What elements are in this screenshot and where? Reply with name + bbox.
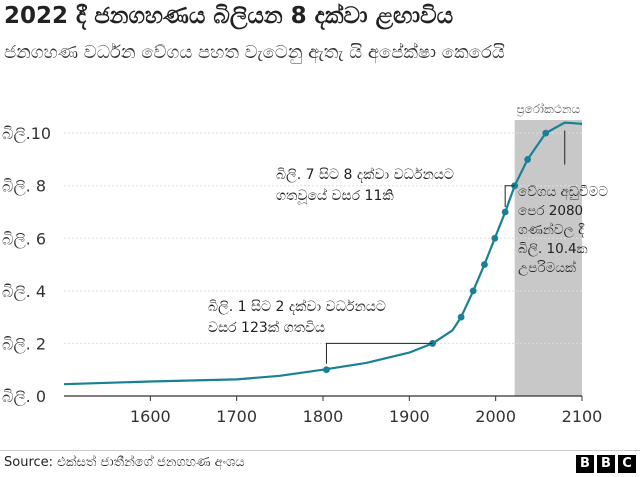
projection-band bbox=[514, 120, 582, 396]
x-tick-label-5: 2100 bbox=[562, 407, 603, 426]
annotation-1-line-0: බිලි. 1 සිට 2 දක්වා වර්ධනයට bbox=[208, 299, 386, 315]
source-note: Source: එක්සත් ජාතීන්ගේ ජනගහණ අංශය bbox=[4, 455, 245, 470]
milestone-point-0 bbox=[323, 366, 330, 374]
chart-subtitle: ජනගහණ වර්ධන වේගය පහත වැටෙනු ඇතැ යි අපේක්… bbox=[4, 42, 505, 63]
y-tick-label-2: බිලි. 4 bbox=[2, 282, 46, 302]
milestone-point-6 bbox=[501, 208, 509, 216]
y-tick-label-3: බිලි. 6 bbox=[2, 229, 46, 249]
milestone-point-3 bbox=[469, 287, 477, 295]
chart-title: 2022 දී ජනගහණය බිලියන 8 දක්වා ළඟාවිය bbox=[4, 3, 454, 29]
annotation-3-line-2: ගණන්වල දී bbox=[518, 222, 585, 238]
annotation-1-bracket bbox=[325, 342, 433, 364]
population-line-0 bbox=[63, 121, 583, 386]
milestone-point-9 bbox=[542, 129, 550, 137]
annotation-2-line-0: බිලි. 7 සිට 8 දක්වා වර්ධනයට bbox=[276, 167, 454, 183]
bbc-logo-b2: B bbox=[597, 455, 615, 473]
annotation-3-line-3: බිලි. 10.4ක bbox=[518, 241, 589, 257]
milestone-point-4 bbox=[481, 261, 488, 268]
y-tick-label-5: බිලි.10 bbox=[2, 124, 51, 144]
annotation-3-line-0: වේගය අඩුවීමට bbox=[518, 184, 608, 201]
annotation-2-line-1: ගතවූයේ වසර 11කි bbox=[276, 188, 394, 205]
x-tick-label-3: 1900 bbox=[389, 407, 430, 426]
milestone-point-8 bbox=[524, 156, 532, 163]
annotation-3-line-4: උපරිමයක් bbox=[518, 260, 577, 276]
x-tick-label-0: 1600 bbox=[130, 407, 171, 426]
axis-layer: බිලි. 0 බිලි. 2 බිලි. 4 බිලි. 6 බිලි. 8 බිලි.… bbox=[2, 124, 602, 426]
milestone-point-2 bbox=[457, 313, 465, 321]
projection-label: ප්‍රරෝකථනය bbox=[516, 102, 580, 117]
x-tick-label-4: 2000 bbox=[475, 407, 516, 426]
annotation-1-line-1: වසර 123ක් ගතවිය bbox=[208, 320, 325, 336]
annotation-2-bracket bbox=[504, 185, 515, 207]
y-tick-label-0: බිලි. 0 bbox=[2, 387, 46, 407]
series-layer bbox=[63, 121, 583, 386]
annotation-layer: බිලි. 1 සිට 2 දක්වා වර්ධනයට වසර 123ක් ගතව… bbox=[208, 130, 608, 364]
projection-band-layer: ප්‍රරෝකථනය bbox=[514, 102, 582, 396]
y-tick-label-4: බිලි. 8 bbox=[2, 177, 46, 197]
bbc-logo-c: C bbox=[618, 455, 636, 473]
x-tick-label-1: 1700 bbox=[216, 407, 257, 426]
x-tick-label-2: 1800 bbox=[303, 407, 344, 426]
y-tick-label-1: බිලි. 2 bbox=[2, 334, 46, 354]
milestone-point-5 bbox=[491, 234, 499, 242]
footer-divider bbox=[0, 450, 640, 451]
population-chart: ප්‍රරෝකථනය බිලි. 0බිලි. 2බිලි. 4බිලි. 6බ… bbox=[2, 102, 608, 426]
annotation-3-line-1: පෙර 2080 bbox=[518, 203, 583, 219]
bbc-logo-b1: B bbox=[576, 455, 594, 473]
